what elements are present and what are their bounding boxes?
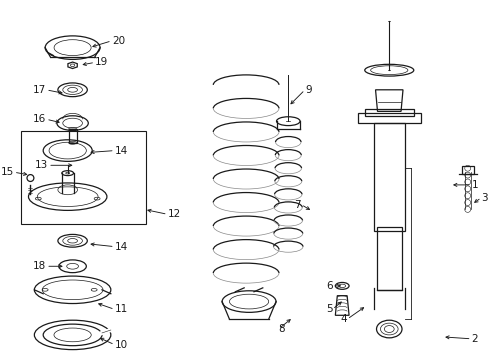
Text: 5: 5: [325, 305, 332, 314]
Text: 19: 19: [95, 57, 108, 67]
Text: 6: 6: [325, 281, 332, 291]
Text: 3: 3: [481, 193, 487, 203]
Text: 20: 20: [112, 36, 125, 46]
Text: 4: 4: [340, 314, 346, 324]
Text: 14: 14: [115, 145, 128, 156]
Text: 2: 2: [470, 334, 477, 344]
Text: 15: 15: [0, 167, 14, 177]
Text: 12: 12: [167, 209, 181, 219]
Text: 17: 17: [33, 85, 46, 95]
Text: 10: 10: [115, 340, 128, 350]
Text: 9: 9: [305, 85, 311, 95]
Text: 7: 7: [294, 199, 301, 210]
Text: 13: 13: [35, 160, 48, 170]
Text: 16: 16: [33, 114, 46, 124]
Text: 8: 8: [278, 324, 285, 334]
Text: 11: 11: [115, 305, 128, 314]
Text: 1: 1: [470, 180, 477, 190]
Text: 18: 18: [33, 261, 46, 271]
Text: 14: 14: [115, 242, 128, 252]
